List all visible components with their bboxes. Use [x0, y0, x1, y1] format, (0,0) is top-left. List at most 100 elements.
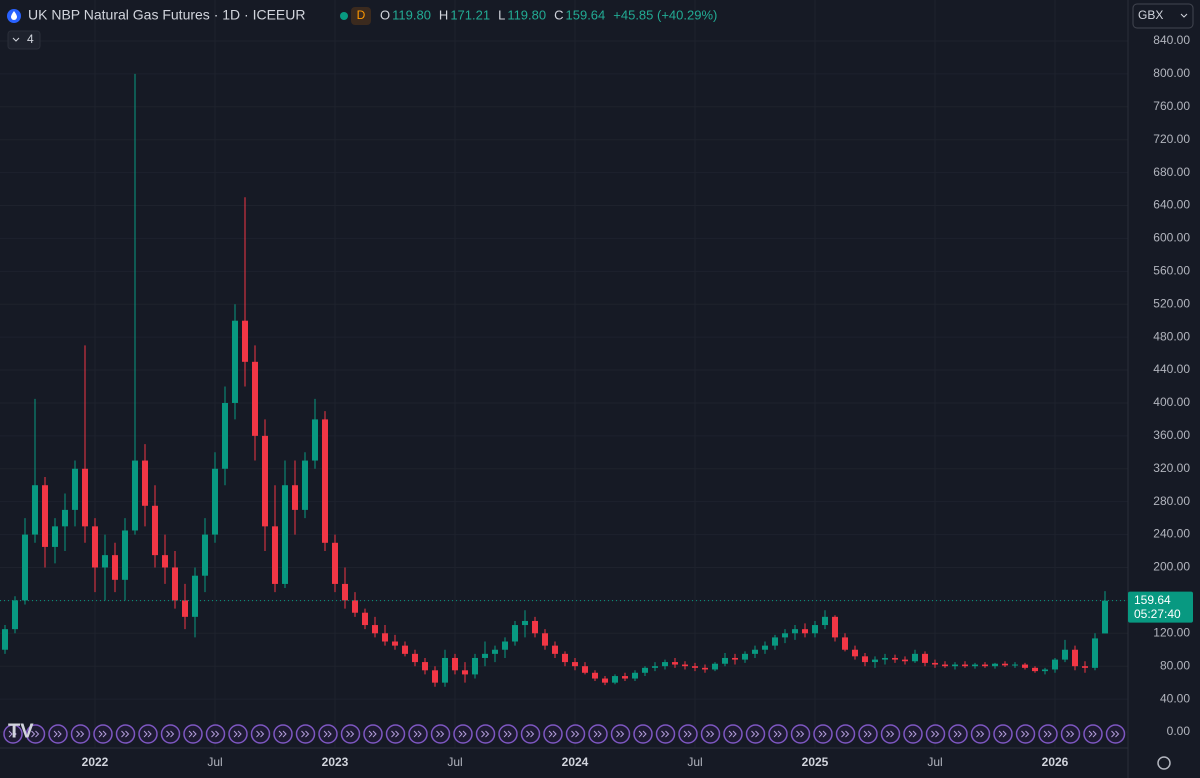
candle-body — [332, 542, 338, 584]
candle-body — [682, 664, 688, 667]
currency-select[interactable] — [1132, 3, 1194, 29]
event-icon — [205, 724, 226, 744]
indicator-toggle[interactable] — [7, 30, 41, 50]
candle-body — [1042, 669, 1048, 672]
settings-icon[interactable] — [1157, 756, 1171, 770]
candle-body — [842, 637, 848, 650]
candle-body — [472, 657, 478, 675]
x-tick-label: Jul — [927, 755, 942, 769]
event-icon — [183, 724, 203, 744]
event-arrow — [1021, 730, 1030, 738]
candle-body — [502, 641, 508, 650]
event-arrow — [481, 730, 490, 738]
event-arrow — [908, 730, 917, 738]
y-tick-label: 240.00 — [1153, 527, 1190, 541]
event-arrow — [368, 730, 377, 738]
ohlc-value: 159.64 — [566, 7, 606, 22]
candle-body — [432, 670, 438, 683]
event-icon — [273, 724, 293, 744]
ohlc: O 119.80 H 171.21 L 119.80 C 159.64 — [380, 7, 605, 22]
event-arrow — [863, 730, 872, 738]
event-arrow — [436, 730, 445, 738]
candle-body — [1092, 638, 1098, 668]
event-icon — [70, 724, 91, 744]
candle-body — [522, 620, 528, 626]
event-arrow — [166, 730, 175, 738]
candle-body — [762, 645, 768, 650]
candle-body — [112, 555, 118, 580]
event-icon — [700, 724, 721, 744]
event-icon — [768, 724, 788, 744]
symbol-title[interactable]: UK NBP Natural Gas Futures · 1D · ICEEUR — [28, 7, 305, 23]
candle-body — [82, 468, 88, 527]
event-icon — [25, 724, 46, 744]
event-icon — [588, 724, 608, 744]
candle-body — [372, 625, 378, 634]
candle-body — [992, 663, 998, 667]
x-tick-label: 2026 — [1042, 755, 1069, 769]
candle-body — [662, 662, 668, 667]
candle-body — [222, 402, 228, 469]
event-icon — [1083, 724, 1103, 744]
candle-body — [572, 662, 578, 667]
candle-body — [512, 625, 518, 642]
candle-body — [652, 666, 658, 668]
event-arrow — [818, 730, 827, 738]
ohlc-key: C — [554, 7, 563, 22]
event-icon — [318, 724, 338, 744]
candle-body — [1012, 664, 1018, 666]
candle-body — [922, 653, 928, 663]
event-row — [3, 724, 1126, 744]
x-tick-label: 2022 — [82, 755, 109, 769]
candle-body — [142, 460, 148, 506]
event-arrow — [1043, 730, 1052, 738]
event-arrow — [76, 730, 85, 738]
y-tick-label: 480.00 — [1153, 329, 1190, 343]
event-arrow — [413, 730, 422, 738]
y-tick-label: 360.00 — [1153, 428, 1190, 442]
event-arrow — [998, 730, 1007, 738]
candle-body — [1102, 600, 1108, 634]
candle-body — [952, 664, 958, 667]
candle-body — [692, 666, 698, 668]
event-arrow — [526, 730, 535, 738]
candle-body — [862, 656, 868, 663]
candle-body — [612, 676, 618, 683]
ohlc-key: L — [498, 7, 505, 22]
candle-body — [122, 530, 128, 580]
event-arrow — [931, 730, 940, 738]
candle-body — [322, 419, 328, 543]
candle-body — [272, 526, 278, 584]
event-icon — [790, 724, 811, 744]
candle-body — [772, 637, 778, 646]
y-tick-label: 320.00 — [1153, 461, 1190, 475]
event-arrow — [728, 730, 737, 738]
event-icon — [1038, 724, 1058, 744]
y-tick-label: 840.00 — [1153, 33, 1190, 47]
candle-body — [602, 678, 608, 683]
candle-body — [622, 676, 628, 679]
event-arrow — [323, 730, 332, 738]
candle-body — [812, 625, 818, 634]
event-arrow — [188, 730, 197, 738]
candle-body — [152, 505, 158, 556]
event-arrow — [31, 730, 40, 738]
candle-body — [302, 460, 308, 510]
event-arrow — [571, 730, 580, 738]
ohlc-value: 119.80 — [507, 7, 546, 22]
event-icon — [610, 724, 631, 744]
y-tick-label: 760.00 — [1153, 99, 1190, 113]
candle-body — [22, 534, 28, 601]
candle-body — [282, 485, 288, 584]
ohlc-value: 119.80 — [392, 7, 431, 22]
event-icon — [903, 724, 923, 744]
candle-body — [402, 645, 408, 654]
event-icon — [1015, 724, 1036, 744]
event-arrow — [886, 730, 895, 738]
candle-body — [42, 485, 48, 547]
event-icon — [363, 724, 383, 744]
event-icon — [745, 724, 766, 744]
event-icon — [48, 724, 68, 744]
candle-body — [932, 662, 938, 665]
